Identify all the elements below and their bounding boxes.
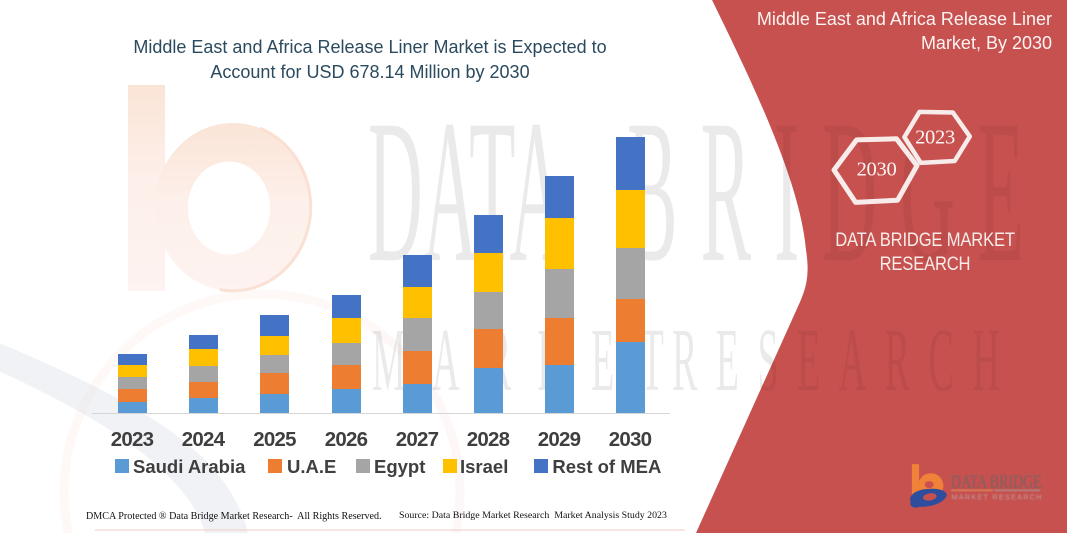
svg-text:DATA BRIDGE: DATA BRIDGE [951, 471, 1042, 492]
svg-text:DATA: DATA [368, 78, 564, 305]
svg-text:2023: 2023 [915, 127, 955, 149]
svg-text:MARKET RESEARCH: MARKET RESEARCH [952, 492, 1043, 501]
svg-text:2030: 2030 [857, 159, 897, 181]
